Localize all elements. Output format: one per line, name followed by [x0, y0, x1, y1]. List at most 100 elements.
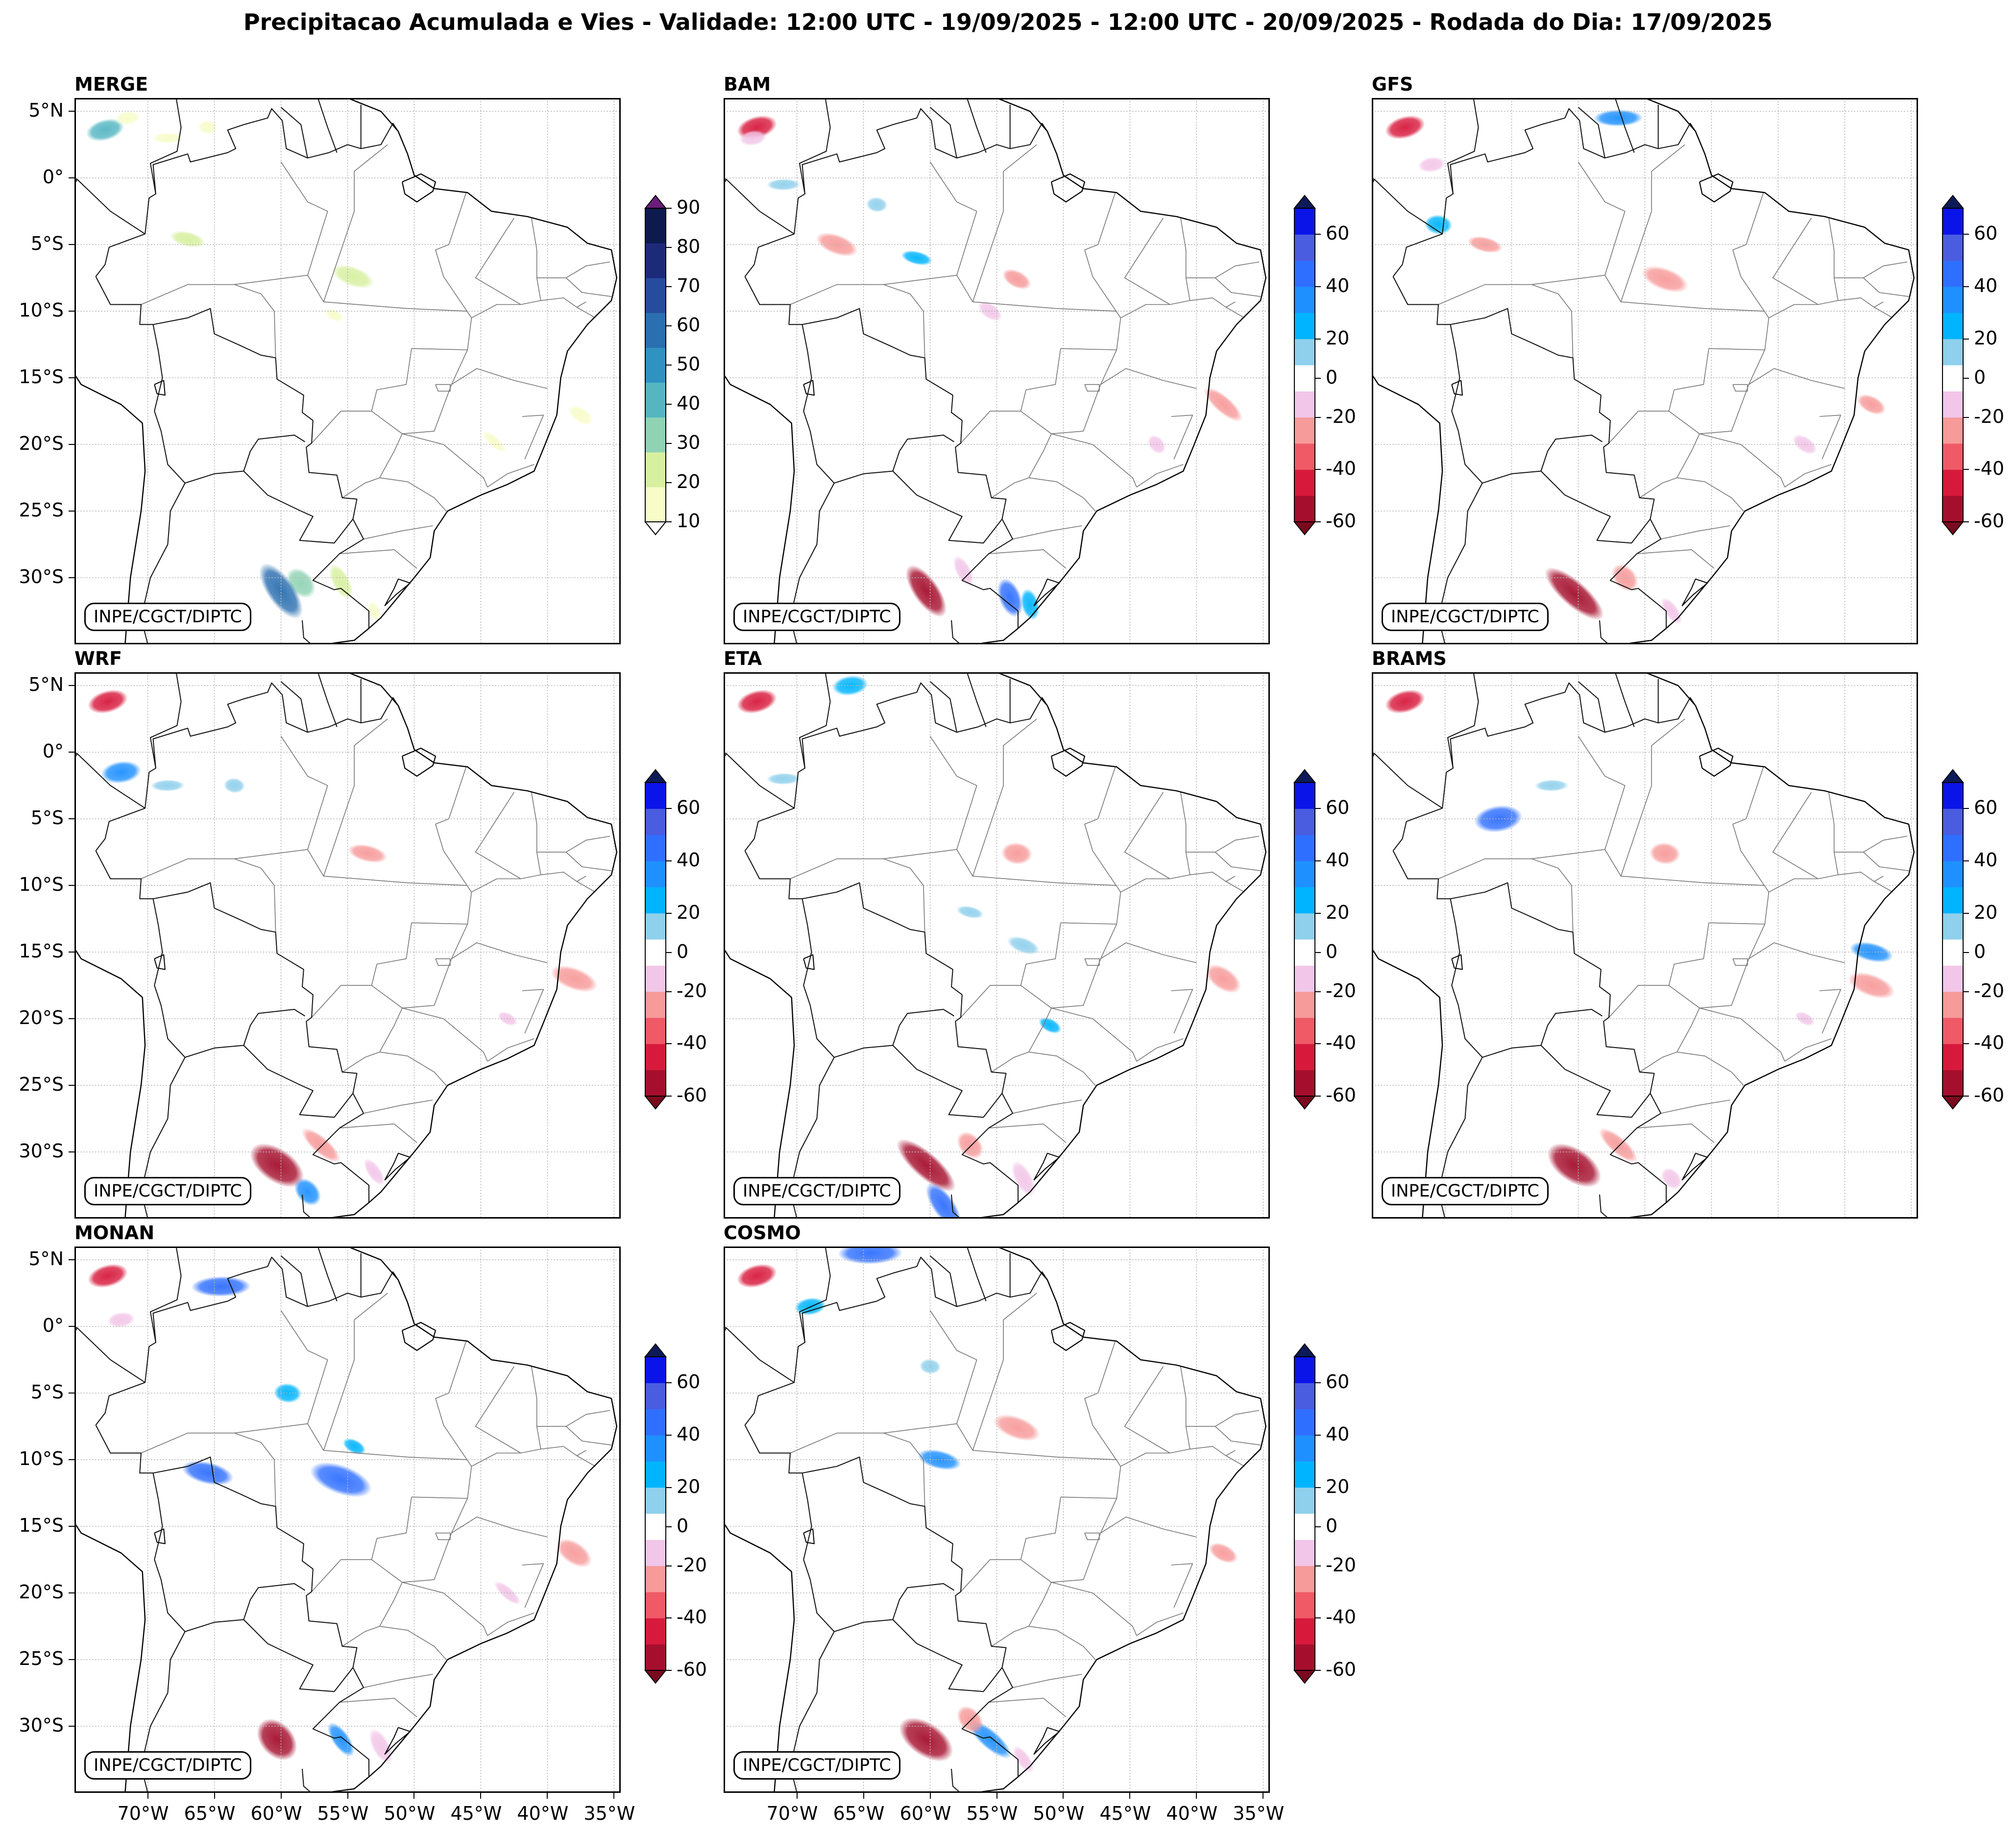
lat-tick-label: 30°S	[19, 1714, 64, 1736]
colorbar-tick	[1963, 377, 1969, 379]
lat-tick-label: 20°S	[19, 1581, 64, 1603]
lat-tick	[69, 1259, 74, 1261]
field-blob	[301, 1127, 340, 1163]
map-frame	[1372, 672, 1918, 1219]
field-blob	[737, 1264, 777, 1288]
lon-tick	[613, 1793, 615, 1799]
colorbar-tick	[1963, 808, 1969, 809]
brazil-border	[744, 108, 1048, 277]
colorbar-tick-label: 70	[677, 275, 701, 296]
lon-tick-label: 55°W	[966, 1803, 1018, 1824]
colorbar-segment	[645, 487, 666, 522]
colorbar-tick	[666, 1382, 672, 1384]
field-blob	[310, 1462, 372, 1497]
colorbar-tick-label: -60	[1974, 1084, 2005, 1106]
coastline	[973, 98, 1266, 644]
colorbar	[644, 769, 667, 1110]
colorbar-tick	[1963, 416, 1969, 418]
panel-title-monan: MONAN	[74, 1222, 155, 1244]
colorbar-segment	[1943, 443, 1963, 470]
field-blob	[1593, 109, 1643, 127]
lon-tick	[863, 1793, 864, 1799]
map-frame	[74, 672, 621, 1219]
lake	[1033, 578, 1060, 607]
map-frame	[724, 1247, 1270, 1793]
colorbar-tick	[1315, 1043, 1321, 1045]
state-border	[1214, 1426, 1261, 1445]
map-frame	[74, 98, 621, 644]
lon-tick-label: 60°W	[250, 1803, 302, 1824]
colorbar-tick	[1315, 1526, 1321, 1527]
field-blob	[150, 780, 185, 792]
colorbar-tick	[1315, 1617, 1321, 1619]
country-border	[150, 672, 182, 768]
lat-tick-label: 0°	[42, 740, 64, 762]
colorbar-extend-min	[1942, 1096, 1964, 1110]
colorbar-segment	[645, 1487, 666, 1514]
state-border	[1051, 1007, 1137, 1062]
state-border	[1225, 301, 1236, 308]
lat-tick-label: 5°N	[28, 1248, 64, 1270]
state-border	[989, 1124, 1067, 1143]
lat-tick-label: 0°	[42, 1315, 64, 1337]
field-blob	[329, 563, 353, 600]
colorbar-segment	[1943, 939, 1963, 966]
colorbar-segment	[1943, 783, 1963, 809]
panel-title-gfs: GFS	[1372, 73, 1413, 95]
country-border	[152, 324, 306, 484]
state-border	[1660, 1100, 1730, 1114]
colorbar-extend-min	[644, 521, 667, 536]
colorbar-tick-label: -40	[1974, 1032, 2005, 1054]
state-border	[1608, 411, 1669, 443]
lat-tick-label: 25°S	[19, 499, 64, 521]
state-border	[1668, 923, 1766, 1009]
state-border	[402, 1582, 488, 1636]
colorbar-tick-label: 40	[1974, 849, 1998, 871]
field-blob	[956, 905, 984, 919]
brazil-border	[1392, 850, 1667, 1203]
map-wrf	[74, 672, 621, 1219]
field-blob	[550, 965, 598, 992]
colorbar-extend-min	[644, 1670, 667, 1684]
state-border	[1124, 1366, 1170, 1454]
field-blob	[1534, 780, 1569, 792]
colorbar-tick-label: 40	[677, 1423, 701, 1445]
colorbar-segment	[645, 887, 666, 914]
state-border	[280, 1310, 328, 1424]
state-border	[1784, 464, 1832, 488]
field-blob	[294, 1178, 321, 1206]
lat-tick-label: 15°S	[19, 366, 64, 388]
country-border	[929, 681, 957, 733]
lake	[1681, 578, 1708, 607]
lat-tick	[69, 1018, 74, 1020]
state-border	[1225, 1450, 1236, 1456]
lon-tick-label: 55°W	[317, 1803, 369, 1824]
lat-tick	[69, 1326, 74, 1327]
colorbar-segment	[645, 347, 666, 383]
lon-tick	[1063, 1793, 1064, 1799]
field-blob	[325, 309, 343, 322]
state-border	[1060, 766, 1121, 925]
country-border	[1447, 98, 1479, 194]
colorbar-tick-label: 20	[677, 901, 701, 923]
country-border	[799, 1247, 831, 1343]
country-border	[799, 98, 831, 194]
state-border	[402, 1007, 488, 1062]
lon-tick-label: 45°W	[1099, 1803, 1151, 1824]
colorbar-segment	[1294, 287, 1315, 313]
colorbar-tick-label: -40	[1974, 458, 2005, 480]
field-blob	[919, 1359, 941, 1374]
colorbar-segment	[1294, 808, 1315, 835]
colorbar-tick-label: -20	[677, 1554, 707, 1576]
colorbar-tick	[666, 404, 672, 405]
map-frame	[724, 98, 1270, 644]
field-blob	[107, 1312, 135, 1328]
colorbar-segment	[1294, 783, 1315, 809]
state-border	[1732, 958, 1748, 966]
field-blob	[977, 301, 1002, 321]
brazil-border	[744, 1256, 1048, 1426]
lake	[803, 1528, 815, 1544]
state-border	[1834, 835, 1908, 853]
field-blob	[993, 1414, 1041, 1442]
source-stamp: INPE/CGCT/DIPTC	[733, 1751, 900, 1780]
